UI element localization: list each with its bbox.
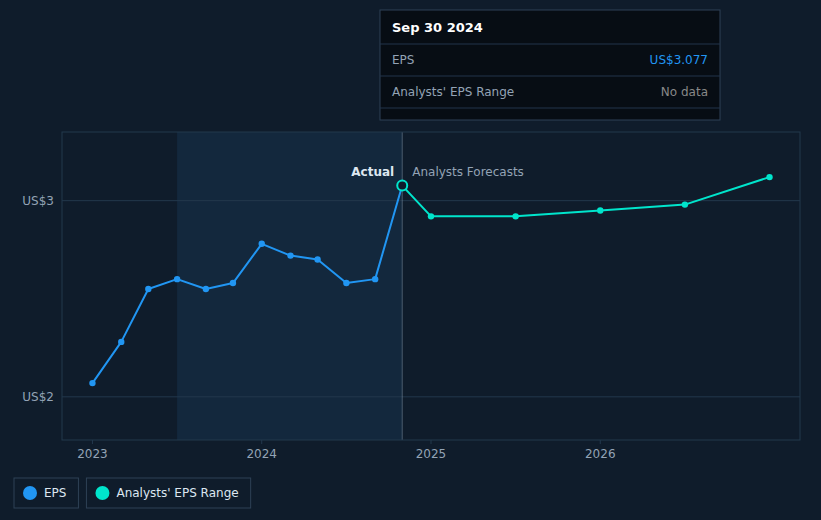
series-point <box>89 380 95 386</box>
annotation: Analysts Forecasts <box>412 165 524 179</box>
series-point <box>203 286 209 292</box>
x-tick-label: 2025 <box>416 447 447 461</box>
tooltip-separator <box>380 108 720 109</box>
tooltip-separator <box>380 76 720 77</box>
tooltip-box <box>380 10 720 120</box>
tooltip: Sep 30 2024 EPS US$3.077 Analysts' EPS Rang… <box>380 10 720 120</box>
x-tick-label: 2024 <box>246 447 277 461</box>
series-point <box>372 276 378 282</box>
legend-swatch <box>23 486 37 500</box>
tooltip-title: Sep 30 2024 <box>392 20 483 35</box>
series-point <box>428 213 434 219</box>
series-point <box>145 286 151 292</box>
series-point <box>766 174 772 180</box>
annotation-line <box>402 132 403 440</box>
legend-box <box>14 478 78 508</box>
annotation: Actual <box>351 165 394 179</box>
chart: US$2 US$3 2023 2024 2025 2026 Actual Analysts F… <box>0 0 821 520</box>
background <box>0 0 821 520</box>
highlight-region <box>177 132 402 440</box>
y-tick-label: US$2 <box>22 390 54 404</box>
plot-frame <box>62 132 800 440</box>
series-point <box>230 280 236 286</box>
series-point <box>682 201 688 207</box>
grid-line <box>62 200 800 201</box>
x-tick <box>600 440 601 444</box>
tooltip-label: EPS <box>392 53 414 67</box>
x-tick <box>261 440 262 444</box>
series-line <box>92 186 402 384</box>
series-point <box>597 207 603 213</box>
legend-box <box>86 478 250 508</box>
annotation-point <box>397 181 407 191</box>
x-tick-label: 2023 <box>77 447 108 461</box>
series-point <box>343 280 349 286</box>
legend-item: EPS <box>14 478 78 508</box>
series-point <box>174 276 180 282</box>
tooltip-value: No data <box>661 85 708 99</box>
legend-swatch <box>95 486 109 500</box>
series-point <box>259 241 265 247</box>
tooltip-separator <box>380 44 720 45</box>
series-point <box>314 256 320 262</box>
tooltip-value: US$3.077 <box>650 53 708 67</box>
series-line <box>402 177 769 216</box>
legend-label: EPS <box>44 486 66 500</box>
series-point <box>118 339 124 345</box>
grid-line <box>62 396 800 397</box>
series-point <box>512 213 518 219</box>
x-tick-label: 2026 <box>585 447 616 461</box>
legend-label: Analysts' EPS Range <box>116 486 238 500</box>
x-tick <box>92 440 93 444</box>
tooltip-label: Analysts' EPS Range <box>392 85 514 99</box>
legend: EPS Analysts' EPS Range <box>14 478 251 508</box>
legend-item: Analysts' EPS Range <box>86 478 250 508</box>
plot-area <box>62 132 800 440</box>
y-tick-label: US$3 <box>22 194 54 208</box>
x-tick <box>431 440 432 444</box>
series-point <box>287 252 293 258</box>
